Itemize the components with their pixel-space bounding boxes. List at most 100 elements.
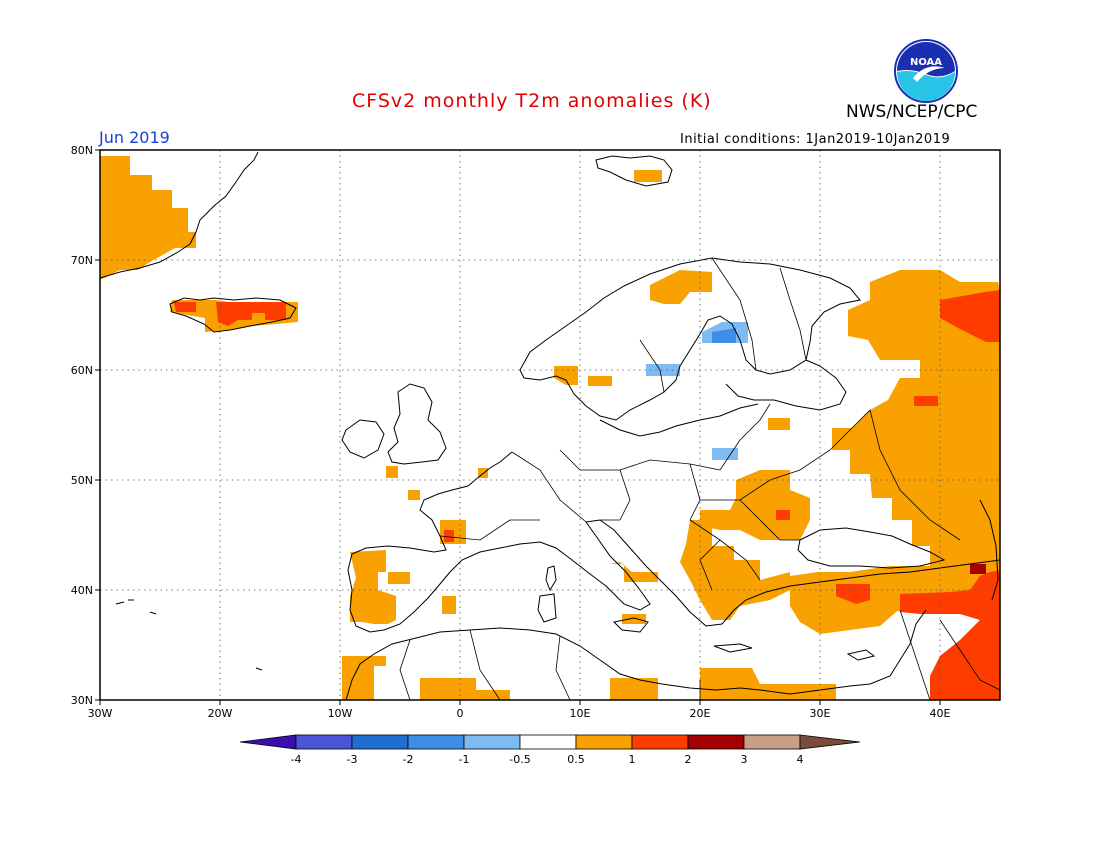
initial-conditions: Initial conditions: 1Jan2019-10Jan2019 — [680, 132, 951, 147]
anomaly-sicily — [622, 614, 646, 624]
logo-bird — [913, 66, 945, 82]
anomaly-spain-east — [442, 596, 456, 614]
anomaly-libya — [610, 678, 658, 700]
colorbar-swatch — [575, 734, 633, 750]
anomaly-bothnia-cool-strong — [712, 328, 736, 343]
border-segment — [779, 267, 807, 361]
lat-label-70: 70N — [71, 254, 93, 267]
anomaly-belarus-cool — [712, 448, 738, 460]
anomaly-turkey — [790, 560, 980, 634]
anomaly-iceland-hot — [216, 302, 286, 326]
coast-iceland — [169, 297, 297, 333]
border-segment — [939, 619, 1001, 691]
colorbar-label: -3 — [347, 753, 358, 766]
coast-sicily — [612, 617, 649, 633]
border-segment — [439, 519, 540, 541]
anomaly-svalbard — [634, 170, 662, 182]
coast-greenland — [99, 151, 259, 279]
border-segment — [639, 339, 665, 393]
anomaly-middle-east — [900, 570, 1000, 700]
anomaly-iberia-east — [388, 572, 410, 584]
lat-label-50: 50N — [71, 474, 93, 487]
anomaly-shading-layer — [100, 156, 1000, 700]
coast-ireland — [341, 419, 385, 459]
anomaly-caucasus — [970, 564, 986, 574]
coastlines-layer — [99, 151, 1001, 701]
noaa-logo-icon: NOAA — [894, 39, 958, 103]
coast-sardinia — [537, 593, 557, 623]
coast-baltic — [599, 403, 759, 437]
anomaly-sweden-cool — [646, 364, 680, 376]
colorbar-label: 1 — [629, 753, 636, 766]
colorbar-swatch — [631, 734, 689, 750]
colorbar-label: 2 — [685, 753, 692, 766]
lat-label-40: 40N — [71, 584, 93, 597]
anomaly-turkey-hot — [836, 584, 870, 604]
anomaly-oslo — [588, 376, 612, 386]
border-segment — [600, 469, 631, 521]
border-segment — [511, 451, 587, 523]
colorbar-labels: -4 -3 -2 -1 -0.5 0.5 1 2 3 4 — [291, 753, 804, 766]
colorbar-swatch — [295, 734, 353, 750]
anomaly-arkhangelsk-hot — [940, 290, 1000, 342]
colorbar-label: -1 — [459, 753, 470, 766]
anomaly-greenland — [100, 156, 196, 280]
border-segment — [559, 449, 721, 471]
anomaly-iberia — [350, 550, 396, 624]
anomaly-romania-hot — [776, 510, 790, 520]
lat-label-60: 60N — [71, 364, 93, 377]
logo-text: NOAA — [910, 57, 942, 68]
border-segment — [555, 635, 571, 701]
coast-north-africa — [345, 609, 927, 701]
anomaly-balkans — [680, 520, 790, 620]
coast-caspian — [979, 499, 999, 601]
border-segment — [689, 519, 761, 581]
border-segment — [719, 403, 771, 471]
anomaly-north-scandinavia — [650, 270, 712, 304]
coast-svalbard — [595, 155, 673, 187]
anomaly-algeria — [420, 678, 510, 700]
colorbar-swatch — [463, 734, 521, 750]
anomaly-morocco — [342, 656, 386, 700]
coast-scandinavia — [519, 257, 861, 421]
coast-british-isles — [387, 383, 447, 465]
lon-label-30w: 30W — [88, 707, 113, 720]
lon-label-20w: 20W — [208, 707, 233, 720]
coast-europe-west — [347, 451, 1001, 633]
colorbar-swatch — [743, 734, 801, 750]
lon-label-0: 0 — [457, 707, 464, 720]
colorbar-label: -2 — [403, 753, 414, 766]
agency-label: NWS/NCEP/CPC — [846, 102, 978, 122]
border-segment — [899, 609, 931, 701]
border-segment — [711, 257, 757, 371]
anomaly-moscow-hot — [914, 396, 938, 406]
anomaly-france-west — [386, 466, 398, 478]
lon-label-40e: 40E — [930, 707, 951, 720]
anomaly-baltic — [768, 418, 790, 430]
colorbar — [239, 734, 861, 750]
border-segment — [869, 409, 961, 541]
lon-labels: 30W 20W 10W 0 10E 20E 30E 40E — [88, 707, 951, 720]
anomaly-biscay-hot — [444, 530, 454, 542]
colorbar-swatch — [407, 734, 465, 750]
lat-labels: 80N 70N 60N 50N 40N 30N — [71, 144, 93, 707]
coast-cyprus — [846, 649, 876, 661]
colorbar-swatch — [519, 734, 577, 750]
colorbar-label: -0.5 — [509, 753, 530, 766]
lon-label-20e: 20E — [690, 707, 711, 720]
tick-marks — [95, 149, 941, 705]
coast-black-sea — [797, 527, 946, 569]
anomaly-italy-south — [610, 562, 658, 582]
coast-crete — [713, 643, 753, 653]
colorbar-label: 3 — [741, 753, 748, 766]
logo-wave — [897, 71, 955, 101]
colorbar-label: 4 — [797, 753, 804, 766]
lon-label-10w: 10W — [328, 707, 353, 720]
colorbar-label: 0.5 — [567, 753, 585, 766]
lon-label-30e: 30E — [810, 707, 831, 720]
anomaly-iceland-west — [174, 302, 196, 312]
lon-label-10e: 10E — [570, 707, 591, 720]
coast-azores — [115, 599, 263, 671]
map-plot-area: 80N 70N 60N 50N 40N 30N 30W 20W 10W 0 10… — [71, 144, 1001, 720]
